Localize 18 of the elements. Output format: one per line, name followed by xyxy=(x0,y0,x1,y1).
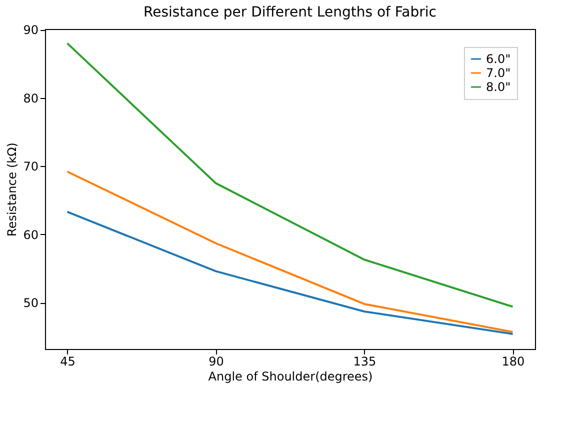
x-tick-label: 45 xyxy=(60,354,76,368)
line-series xyxy=(66,170,514,333)
legend-label: 8.0" xyxy=(486,80,511,94)
chart-title: Resistance per Different Lengths of Fabric xyxy=(144,4,436,21)
legend-label: 7.0" xyxy=(486,66,511,80)
x-tick-label: 135 xyxy=(353,354,376,368)
x-tick-label: 90 xyxy=(208,354,224,368)
line-series xyxy=(66,210,514,335)
x-axis-title: Angle of Shoulder(degrees) xyxy=(208,370,373,384)
y-tick-label: 70 xyxy=(23,160,38,174)
y-tick-label: 80 xyxy=(23,91,38,106)
y-tick-label: 60 xyxy=(23,228,38,242)
y-tick-label: 50 xyxy=(23,296,38,310)
y-axis-title: Resistance (kΩ) xyxy=(5,142,20,236)
y-tick-label: 90 xyxy=(23,23,38,38)
x-tick-label: 180 xyxy=(502,354,525,368)
legend-label: 6.0" xyxy=(486,52,511,66)
line-series xyxy=(66,42,514,308)
